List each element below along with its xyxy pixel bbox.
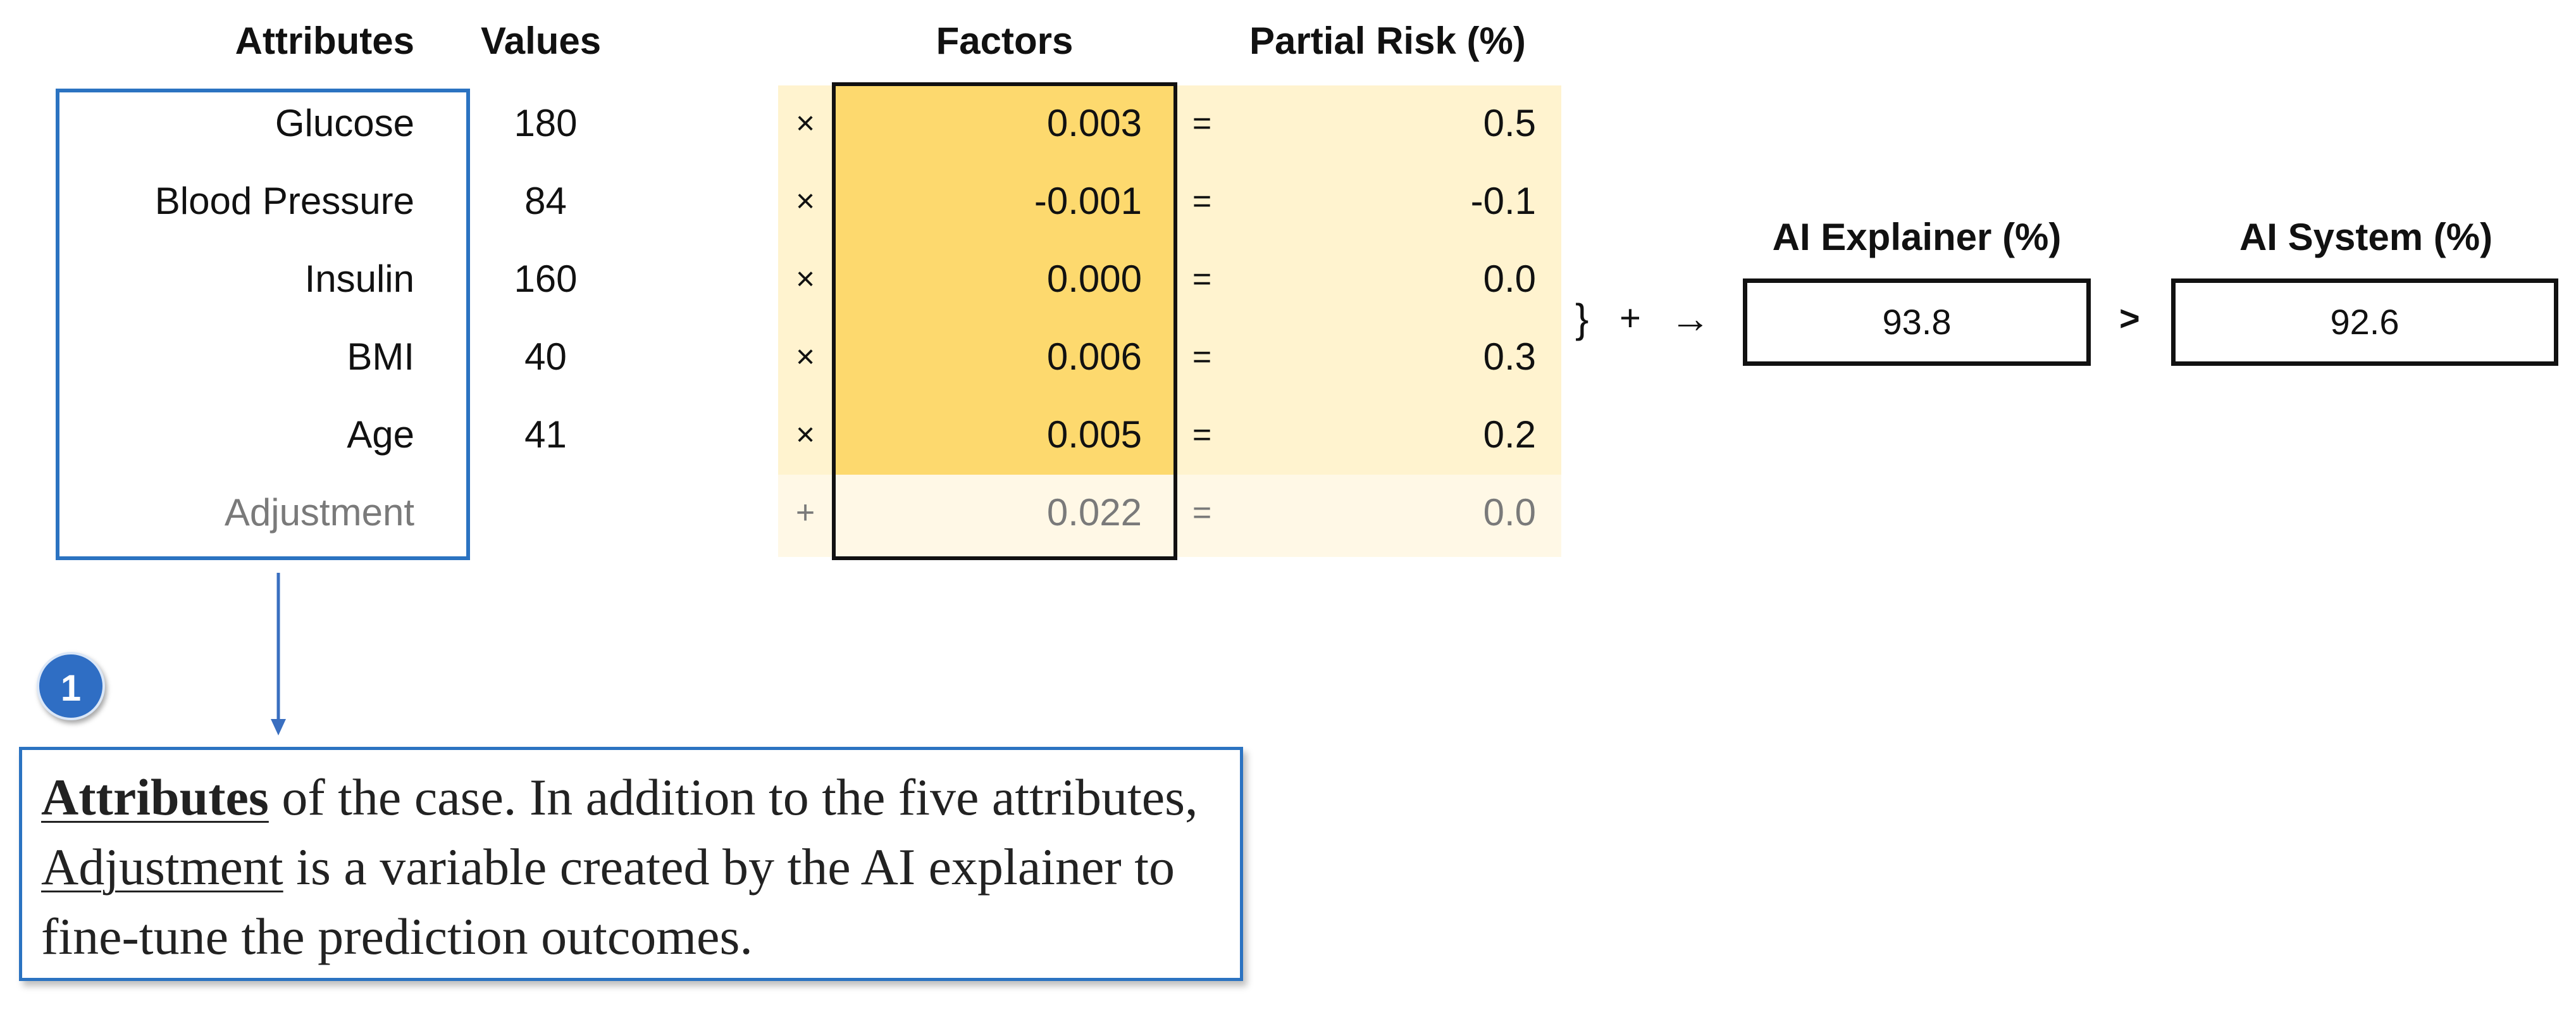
attribute-label: Blood Pressure: [154, 180, 414, 222]
partial-risk-value: -0.1: [1470, 180, 1536, 222]
partial-risk-value: 0.2: [1483, 413, 1536, 456]
factor-value: 0.000: [1046, 258, 1142, 300]
partial-risk-value: 0.0: [1483, 491, 1536, 534]
attributes-box: [56, 89, 470, 560]
header-factors: Factors: [936, 20, 1074, 62]
arrow-right-icon: →: [1670, 296, 1711, 341]
callout-text-2: is a variable created by the AI explaine…: [41, 838, 1175, 965]
callout-text-1: of the case. In addition to the five att…: [268, 768, 1198, 826]
header-ai-system: AI System (%): [2239, 216, 2493, 258]
ai-system-value: 92.6: [2171, 278, 2558, 366]
header-ai-explainer: AI Explainer (%): [1772, 216, 2062, 258]
step-badge: 1: [37, 652, 105, 720]
attribute-value: 84: [524, 180, 567, 222]
adjustment-band: [778, 475, 1561, 557]
callout-box: Attributes of the case. In addition to t…: [19, 747, 1243, 981]
factor-value: 0.022: [1046, 491, 1142, 534]
equals-sign: =: [1192, 494, 1212, 531]
equals-sign: =: [1192, 261, 1212, 297]
operator-sign: ×: [795, 416, 815, 453]
equals-sign: =: [1192, 183, 1212, 220]
greater-than-sign: >: [2119, 298, 2140, 338]
attribute-label: Glucose: [275, 102, 414, 144]
attribute-value: 160: [514, 258, 578, 300]
partial-risk-value: 0.5: [1483, 102, 1536, 144]
ai-explainer-value: 93.8: [1743, 278, 2091, 366]
attribute-label: Insulin: [304, 258, 414, 300]
partial-risk-value: 0.3: [1483, 335, 1536, 378]
callout-term-adjustment: Adjustment: [41, 838, 283, 896]
operator-sign: ×: [795, 261, 815, 297]
operator-sign: ×: [795, 105, 815, 142]
attribute-value: 180: [514, 102, 578, 144]
header-partial-risk: Partial Risk (%): [1249, 20, 1526, 62]
operator-sign: ×: [795, 339, 815, 375]
connector-arrow-icon: [271, 573, 286, 735]
partial-risk-value: 0.0: [1483, 258, 1536, 300]
equals-sign: =: [1192, 339, 1212, 375]
plus-sign: +: [1619, 297, 1641, 339]
attribute-value: 41: [524, 413, 567, 456]
attribute-label: BMI: [347, 335, 414, 378]
callout-term-attributes: Attributes: [41, 768, 269, 826]
factor-band: [834, 85, 1175, 475]
operator-sign: +: [795, 494, 815, 531]
factor-value: -0.001: [1034, 180, 1142, 222]
equals-sign: =: [1192, 105, 1212, 142]
factor-value: 0.006: [1046, 335, 1142, 378]
factors-box: [832, 82, 1177, 560]
attribute-label: Age: [347, 413, 414, 456]
equals-sign: =: [1192, 416, 1212, 453]
sum-brace: }: [1575, 296, 1589, 341]
header-values: Values: [481, 20, 602, 62]
operator-sign: ×: [795, 183, 815, 220]
factor-value: 0.003: [1046, 102, 1142, 144]
attribute-label: Adjustment: [224, 491, 414, 534]
attribute-value: 40: [524, 335, 567, 378]
factor-value: 0.005: [1046, 413, 1142, 456]
header-attributes: Attributes: [235, 20, 414, 62]
